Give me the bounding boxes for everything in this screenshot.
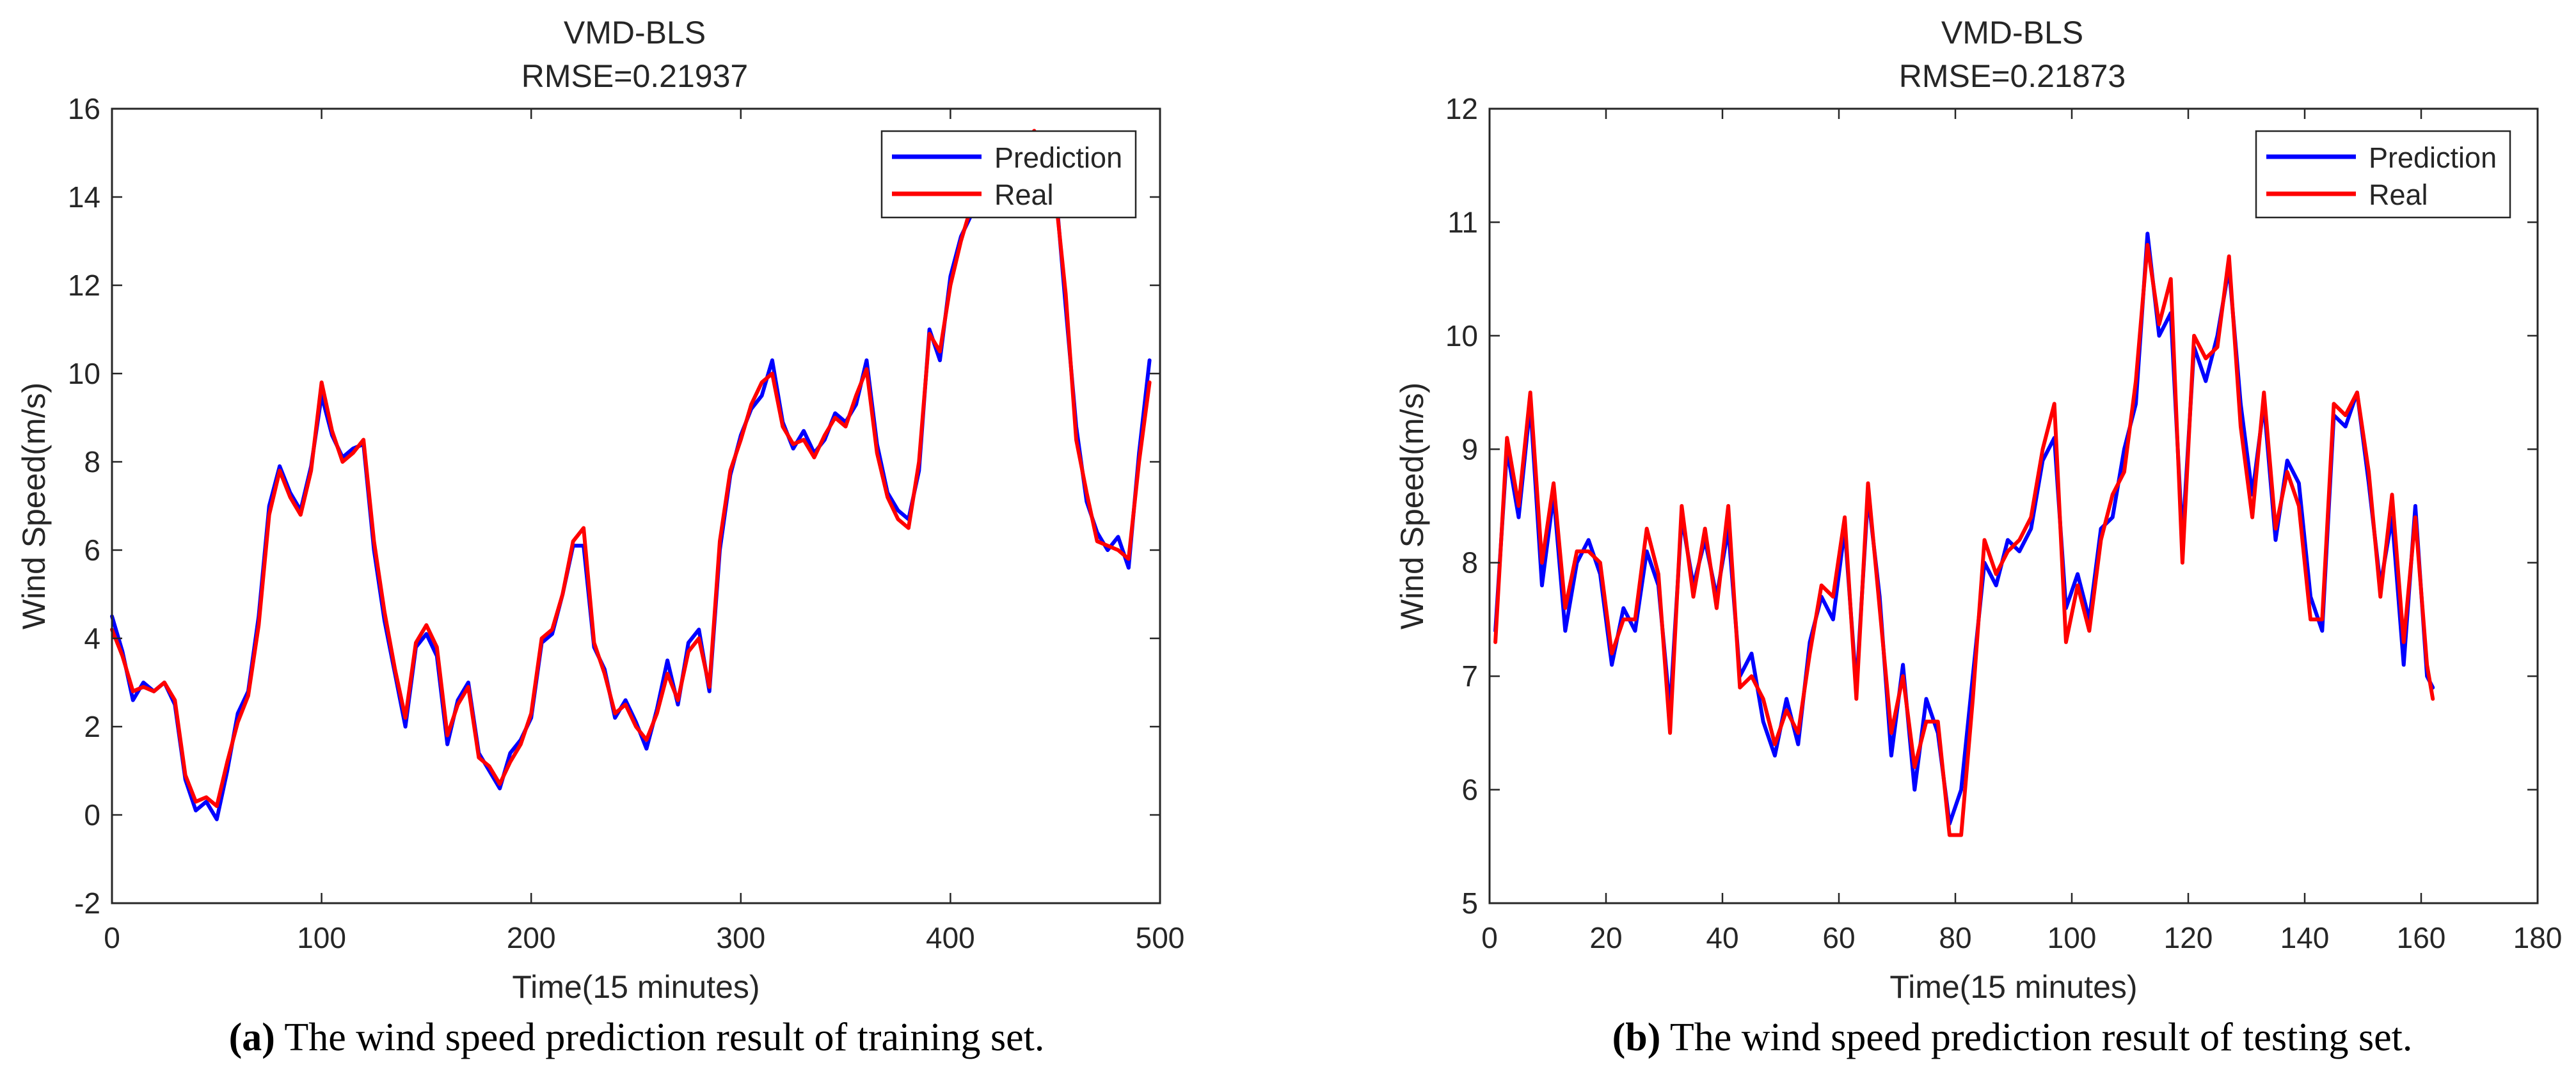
y-axis-label: Wind Speed(m/s) <box>1394 383 1430 629</box>
x-tick-label: 60 <box>1822 921 1855 954</box>
y-tick-label: 12 <box>1445 92 1478 125</box>
x-tick-label: 300 <box>716 921 765 954</box>
y-tick-label: 16 <box>68 92 100 125</box>
chart-title: VMD-BLS <box>1941 15 2083 51</box>
caption-text: The wind speed prediction result of trai… <box>274 1016 1045 1059</box>
y-tick-label: -2 <box>74 887 100 920</box>
y-tick-label: 0 <box>84 798 100 832</box>
plot-frame <box>1488 107 2539 904</box>
chart-marks <box>110 129 1152 821</box>
x-tick-label: 140 <box>2280 921 2330 954</box>
caption-b: (b) The wind speed prediction result of … <box>1376 1012 2576 1063</box>
y-tick-label: 7 <box>1461 659 1478 693</box>
x-tick-label: 40 <box>1706 921 1738 954</box>
chart-title: VMD-BLS <box>564 15 706 51</box>
plot-frame <box>111 107 1161 904</box>
x-tick-label: 0 <box>104 921 120 954</box>
y-tick-label: 4 <box>84 622 100 655</box>
x-tick-label: 180 <box>2513 921 2563 954</box>
y-tick-label: 10 <box>68 357 100 390</box>
x-tick-label: 80 <box>1939 921 1971 954</box>
chart-b: VMD-BLS RMSE=0.21873 0 20 40 60 80 100 120 140 1… <box>1394 15 2562 1005</box>
chart-marks <box>1493 232 2435 837</box>
legend-box <box>2255 130 2511 219</box>
y-tick-label: 6 <box>1461 773 1478 807</box>
caption-text: The wind speed prediction result of test… <box>1660 1016 2413 1059</box>
x-tick-label: 500 <box>1136 921 1185 954</box>
y-tick-label: 6 <box>84 533 100 567</box>
y-axis-label: Wind Speed(m/s) <box>16 383 52 629</box>
chart-subtitle: RMSE=0.21873 <box>1899 58 2126 94</box>
x-tick-label: 20 <box>1589 921 1622 954</box>
x-tick-label: 200 <box>507 921 556 954</box>
caption-label: (a) <box>228 1016 275 1059</box>
x-tick-label: 160 <box>2397 921 2446 954</box>
x-tick-label: 400 <box>926 921 975 954</box>
y-tick-label: 12 <box>68 269 100 302</box>
chart-a: VMD-BLS RMSE=0.21937 0 100 200 300 400 500-20… <box>16 15 1184 1005</box>
y-tick-label: 2 <box>84 710 100 743</box>
x-axis-label: Time(15 minutes) <box>1889 969 2137 1005</box>
y-tick-label: 11 <box>1447 205 1478 239</box>
legend-box <box>880 130 1137 219</box>
series-line-real <box>110 129 1152 809</box>
y-tick-label: 8 <box>84 445 100 478</box>
legend-label-prediction: Prediction <box>994 141 1122 174</box>
caption-label: (b) <box>1612 1016 1661 1059</box>
x-tick-label: 100 <box>2047 921 2097 954</box>
y-tick-label: 8 <box>1461 546 1478 580</box>
series-line-prediction <box>1493 232 2435 826</box>
x-tick-label: 0 <box>1481 921 1498 954</box>
chart-subtitle: RMSE=0.21937 <box>521 58 748 94</box>
y-tick-label: 14 <box>68 180 100 214</box>
legend-label-real: Real <box>2369 178 2428 211</box>
y-tick-label: 9 <box>1461 432 1478 466</box>
legend: Prediction Real <box>2255 130 2511 219</box>
legend: Prediction Real <box>880 130 1137 219</box>
x-tick-label: 100 <box>297 921 346 954</box>
caption-a: (a) The wind speed prediction result of … <box>0 1012 1273 1063</box>
x-tick-label: 120 <box>2164 921 2213 954</box>
x-axis-label: Time(15 minutes) <box>512 969 759 1005</box>
axis-ticks: 0 20 40 60 80 100 120 140 160 180 5 6 7 8 9 10 11 12 <box>1445 92 2563 954</box>
legend-label-prediction: Prediction <box>2369 141 2497 174</box>
legend-label-real: Real <box>994 178 1054 211</box>
y-tick-label: 5 <box>1461 887 1478 920</box>
y-tick-label: 10 <box>1445 319 1478 352</box>
series-line-real <box>1493 242 2435 837</box>
